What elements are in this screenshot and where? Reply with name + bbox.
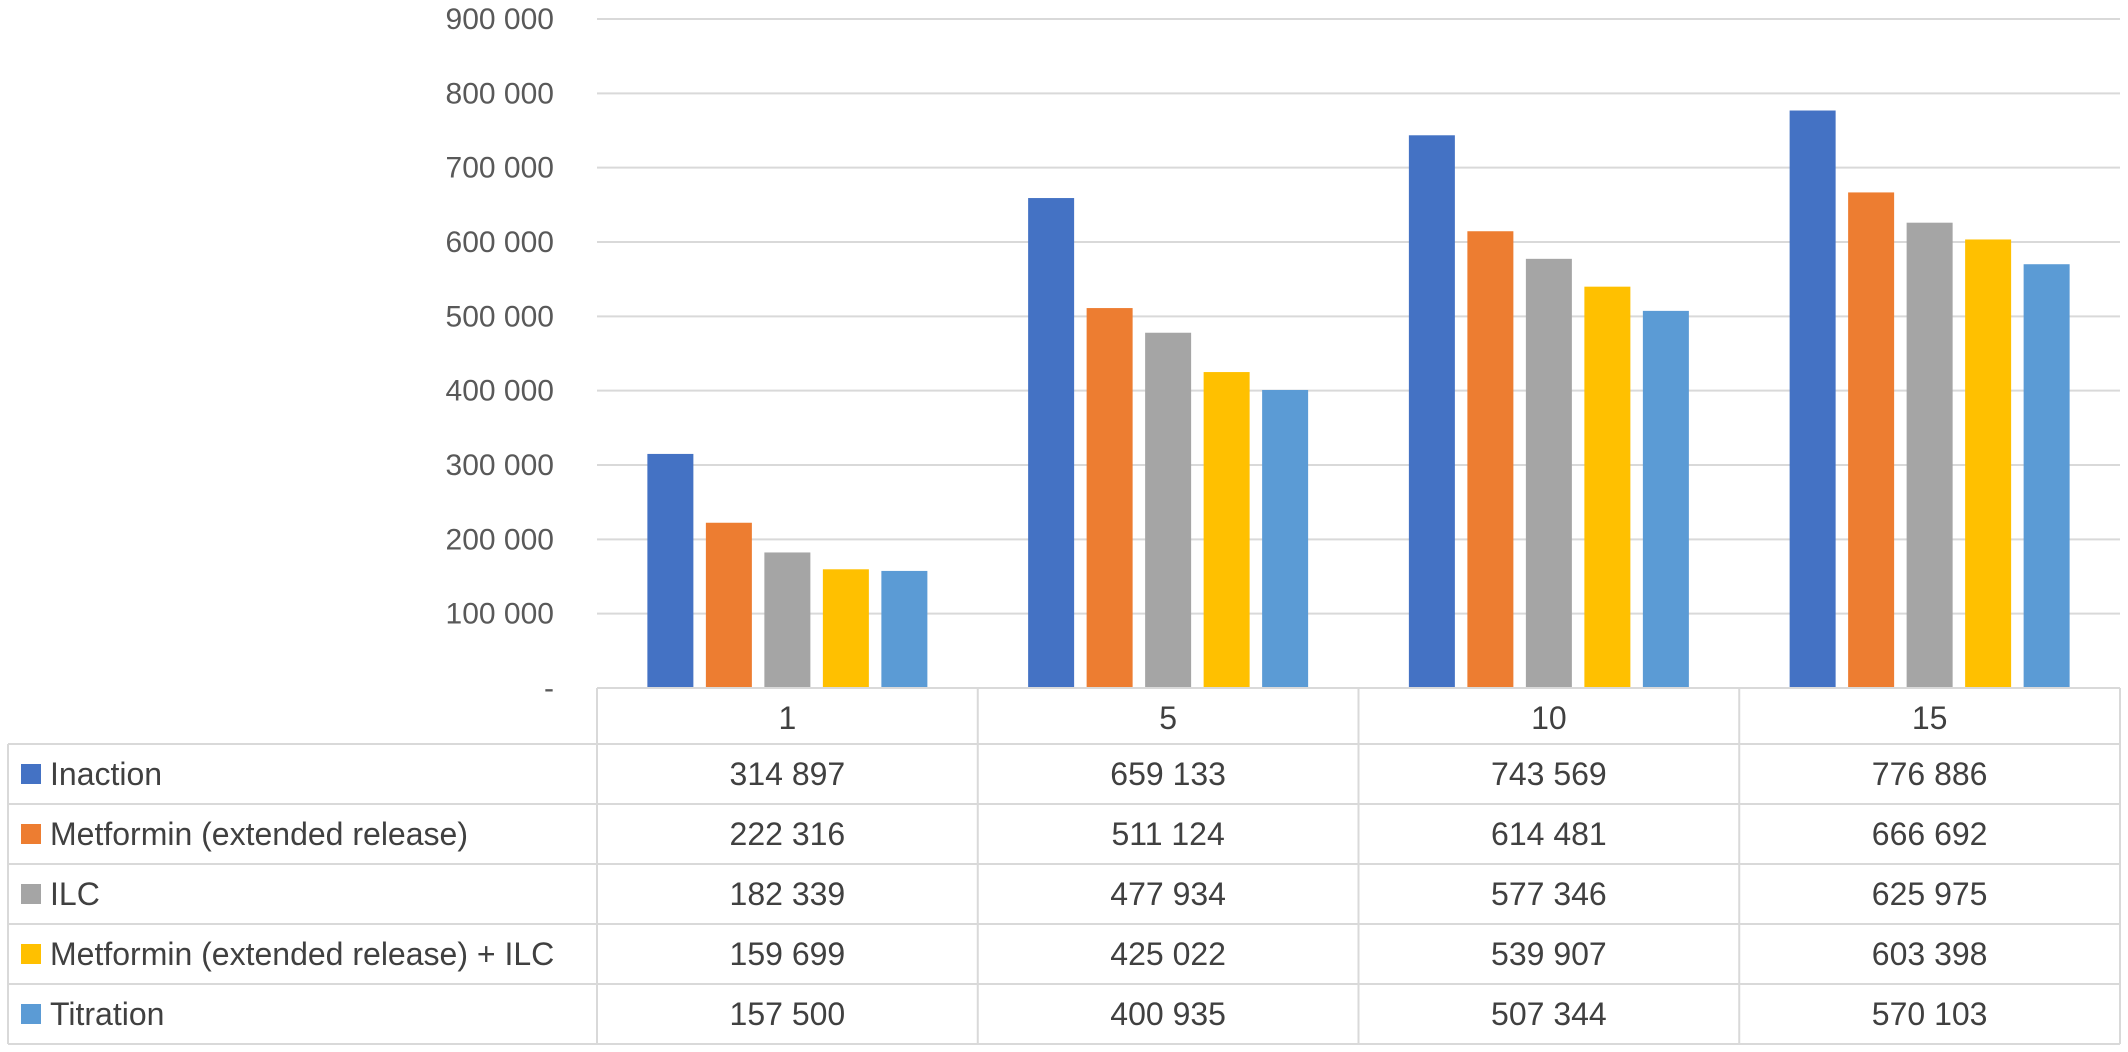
bar [1145, 332, 1192, 688]
y-axis-tick-labels: - 100 000 200 000 300 000 400 000 500 000 600 … [446, 3, 554, 705]
bar [647, 453, 694, 688]
legend-swatch [21, 944, 41, 964]
x-tick-label: 5 [1159, 700, 1177, 736]
x-tick-label: 15 [1912, 700, 1948, 736]
table-cell: 666 692 [1872, 816, 1988, 852]
legend-label: Inaction [50, 756, 162, 792]
table-cell: 614 481 [1491, 816, 1607, 852]
y-tick-label: 400 000 [446, 375, 554, 408]
bar [1086, 308, 1133, 688]
bar [1467, 231, 1514, 689]
x-tick-label: 1 [778, 700, 796, 736]
table-cell: 507 344 [1491, 996, 1607, 1032]
table-cell: 577 346 [1491, 876, 1607, 912]
legend-label: Titration [50, 996, 164, 1032]
bar [1848, 192, 1895, 689]
bar [705, 522, 752, 688]
legend-label: Metformin (extended release) [50, 816, 468, 852]
bar [1789, 110, 1836, 688]
table-cell: 625 975 [1872, 876, 1988, 912]
table-cell: 776 886 [1872, 756, 1988, 792]
y-tick-label: 300 000 [446, 449, 554, 482]
table-cell: 603 398 [1872, 936, 1988, 972]
bar [1203, 372, 1250, 688]
y-tick-label: 900 000 [446, 3, 554, 36]
table-cell: 477 934 [1110, 876, 1226, 912]
y-tick-label: 800 000 [446, 77, 554, 110]
table-cell: 222 316 [730, 816, 846, 852]
bar [1262, 389, 1309, 688]
y-tick-label: 600 000 [446, 226, 554, 259]
table-cell: 511 124 [1111, 816, 1224, 852]
table-cell: 157 500 [730, 996, 846, 1032]
table-cell: 539 907 [1491, 936, 1607, 972]
y-tick-label: 500 000 [446, 300, 554, 333]
y-tick-label: 700 000 [446, 152, 554, 185]
bar [1906, 222, 1953, 689]
y-tick-label: - [544, 672, 554, 705]
bar [1028, 198, 1075, 688]
bar [1642, 310, 1689, 688]
table-cell: 743 569 [1491, 756, 1607, 792]
legend-label: Metformin (extended release) + ILC [50, 936, 554, 972]
y-tick-label: 100 000 [446, 598, 554, 631]
legend-swatch [21, 1004, 41, 1024]
bar [1408, 135, 1455, 688]
table-cell: 159 699 [730, 936, 846, 972]
bar [1584, 286, 1631, 688]
y-tick-label: 200 000 [446, 523, 554, 556]
legend-swatch [21, 884, 41, 904]
table-cell: 659 133 [1110, 756, 1226, 792]
table-cell: 570 103 [1872, 996, 1988, 1032]
bar [822, 569, 869, 688]
table-cell: 400 935 [1110, 996, 1226, 1032]
legend-swatch [21, 764, 41, 784]
gridlines [597, 18, 2120, 615]
bar [1965, 239, 2012, 688]
table-cell: 182 339 [730, 876, 846, 912]
bar [2023, 264, 2070, 688]
bar [881, 570, 928, 688]
table-cell: 425 022 [1110, 936, 1226, 972]
table-cell: 314 897 [730, 756, 846, 792]
legend-swatch [21, 824, 41, 844]
bar [1525, 258, 1572, 688]
x-tick-label: 10 [1531, 700, 1567, 736]
legend-label: ILC [50, 876, 100, 912]
bar [764, 552, 811, 688]
bars [647, 110, 2070, 689]
